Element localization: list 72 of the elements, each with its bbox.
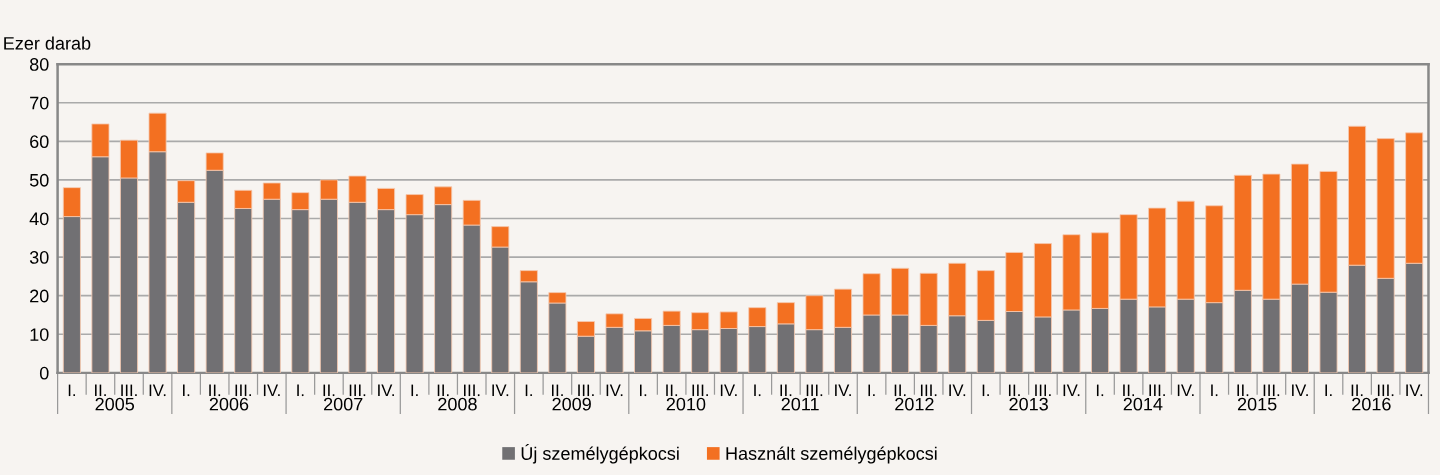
x-tick-label: II. bbox=[323, 384, 335, 397]
x-tick-label: III. bbox=[464, 384, 480, 397]
text: 2016 bbox=[1352, 397, 1391, 411]
y-tick-label: 0 bbox=[39, 366, 49, 380]
x-tick-label: IV. bbox=[1177, 384, 1194, 397]
x-tick-label: II. bbox=[1008, 384, 1020, 397]
y-tick-label: 70 bbox=[30, 96, 49, 110]
x-tick-label: III. bbox=[349, 384, 366, 397]
legend-label: Használt személygépkocsi bbox=[726, 446, 937, 464]
x-tick-label: I. bbox=[1325, 384, 1332, 397]
x-tick-label: I. bbox=[183, 384, 190, 397]
y-tick-label: 80 bbox=[29, 58, 49, 71]
y-tick-label: 20 bbox=[30, 289, 49, 303]
x-tick-label: III. bbox=[1035, 384, 1051, 397]
text: 2011 bbox=[781, 397, 819, 411]
x-tick-label: III. bbox=[1377, 384, 1394, 397]
x-tick-label: II. bbox=[209, 384, 221, 397]
x-tick-label: II. bbox=[1237, 384, 1249, 397]
y-tick-label: 10 bbox=[30, 328, 49, 341]
x-tick-label: II. bbox=[894, 384, 906, 397]
text: 2009 bbox=[552, 397, 591, 411]
text: 2005 bbox=[95, 397, 135, 411]
x-tick-label: III. bbox=[235, 384, 251, 397]
x-tick-label: II. bbox=[780, 384, 792, 397]
y-tick-label: 30 bbox=[29, 251, 49, 264]
text: 2006 bbox=[209, 397, 249, 411]
text: 2014 bbox=[1123, 397, 1163, 411]
x-tick-label: IV. bbox=[1292, 384, 1308, 397]
x-tick-label: I. bbox=[754, 384, 761, 397]
text: 2015 bbox=[1237, 397, 1277, 411]
x-tick-label: III. bbox=[920, 384, 937, 397]
x-tick-label: III. bbox=[1149, 384, 1165, 397]
x-tick-label: IV. bbox=[1063, 384, 1080, 397]
x-tick-label: IV. bbox=[1406, 384, 1423, 397]
x-tick-label: I. bbox=[639, 384, 647, 397]
x-tick-label: III. bbox=[692, 384, 708, 397]
x-tick-label: II. bbox=[1123, 384, 1135, 397]
x-tick-label: IV. bbox=[263, 384, 280, 397]
y-tick-label: 60 bbox=[30, 135, 49, 149]
x-tick-label: II. bbox=[1351, 384, 1363, 397]
text: 2010 bbox=[666, 397, 706, 411]
x-tick-label: I. bbox=[297, 384, 304, 397]
x-tick-label: I. bbox=[868, 384, 875, 397]
x-tick-label: IV. bbox=[949, 384, 966, 397]
x-tick-label: IV. bbox=[720, 384, 737, 397]
x-tick-label: I. bbox=[982, 384, 989, 397]
y-axis-title: Ezer darab bbox=[4, 36, 91, 50]
x-tick-label: III. bbox=[1263, 384, 1280, 397]
x-tick-label: I. bbox=[1096, 384, 1104, 397]
x-tick-label: IV. bbox=[835, 384, 851, 397]
text: 2008 bbox=[438, 397, 477, 411]
x-tick-label: II. bbox=[551, 384, 563, 397]
x-tick-label: III. bbox=[578, 384, 594, 397]
text: 2012 bbox=[895, 397, 934, 411]
x-tick-label: II. bbox=[95, 384, 106, 397]
x-tick-label: III. bbox=[806, 384, 823, 397]
legend-label: Új személygépkocsi bbox=[521, 444, 679, 464]
x-tick-label: IV. bbox=[492, 384, 509, 397]
x-tick-label: II. bbox=[666, 384, 678, 397]
x-tick-label: IV. bbox=[606, 384, 623, 397]
text: 2007 bbox=[324, 397, 363, 411]
x-tick-label: I. bbox=[1211, 384, 1218, 397]
y-tick-label: 50 bbox=[29, 173, 49, 187]
x-tick-label: I. bbox=[68, 384, 75, 397]
y-tick-label: 40 bbox=[29, 212, 49, 226]
x-tick-label: II. bbox=[437, 384, 449, 397]
x-tick-label: I. bbox=[525, 384, 532, 397]
x-tick-label: IV. bbox=[378, 384, 394, 397]
x-tick-label: III. bbox=[121, 384, 137, 397]
text: 2013 bbox=[1009, 397, 1048, 411]
x-tick-label: I. bbox=[411, 384, 418, 397]
x-tick-label: IV. bbox=[149, 384, 166, 397]
